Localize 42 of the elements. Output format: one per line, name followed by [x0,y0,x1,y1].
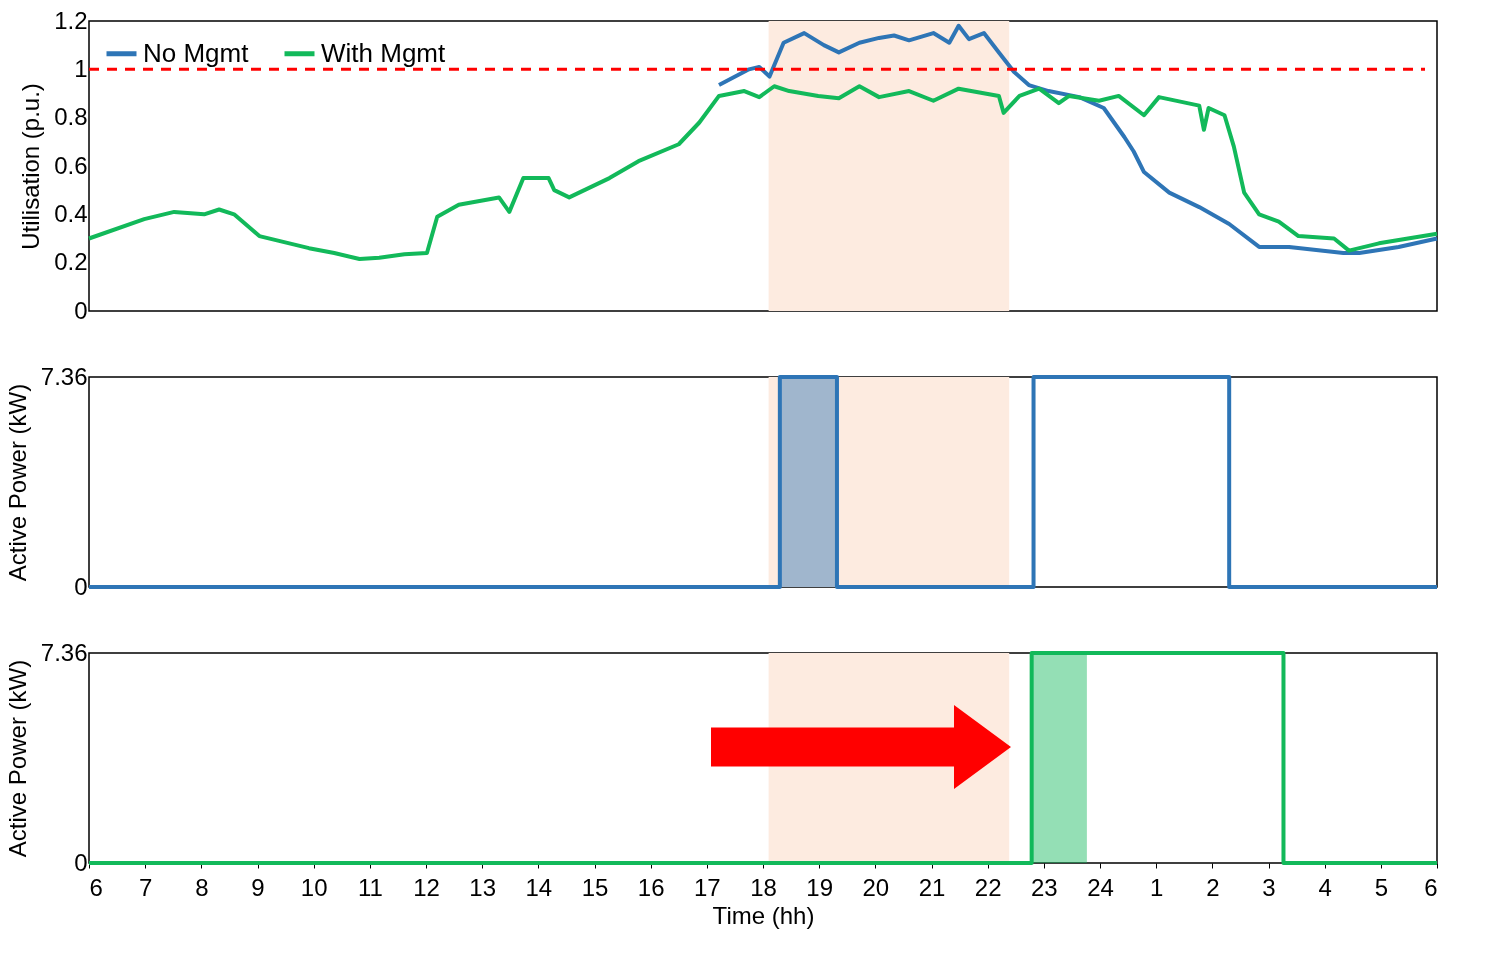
legend-label: With Mgmt [321,37,446,68]
y-tick-label: 1.2 [54,6,88,34]
x-tick-label: 10 [300,873,328,901]
x-tick-label: 6 [1424,873,1438,901]
y-tick-label: 7.36 [40,362,88,390]
x-tick-label: 6 [89,873,103,901]
x-tick-label: 1 [1149,873,1164,901]
x-tick-label: 16 [637,873,665,901]
x-tick-label: 8 [195,873,209,901]
y-axis-title: Active Power (kW) [3,659,31,858]
x-tick-label: 13 [469,873,497,901]
y-axis-title: Active Power (kW) [3,383,31,582]
x-axis-title: Time (hh) [712,901,815,929]
x-tick-label: 18 [750,873,777,901]
x-tick-label: 19 [806,873,834,901]
x-tick-label: 12 [413,873,440,901]
y-axis-title: Utilisation (p.u.) [17,83,45,250]
x-tick-label: 17 [693,873,721,901]
x-tick-label: 21 [918,873,946,901]
y-tick-label: 0 [74,572,88,600]
y-tick-label: 7.36 [40,638,88,666]
x-tick-label: 11 [357,873,383,901]
x-tick-label: 9 [251,873,265,901]
y-tick-label: 0.6 [54,151,88,179]
y-tick-label: 0.8 [54,103,88,131]
x-tick-label: 7 [138,873,153,901]
y-tick-label: 0.4 [54,199,88,227]
x-tick-label: 24 [1087,873,1114,901]
legend-label: No Mgmt [143,37,250,68]
x-tick-label: 15 [581,873,609,901]
x-tick-label: 14 [525,873,553,901]
x-tick-label: 2 [1206,873,1220,901]
x-tick-label: 20 [862,873,890,901]
x-tick-label: 4 [1318,873,1332,901]
x-tick-label: 5 [1374,873,1389,901]
y-tick-label: 0 [74,848,88,876]
y-tick-label: 0 [74,296,88,324]
x-tick-label: 22 [974,873,1002,901]
y-tick-label: 1 [74,54,88,82]
x-tick-label: 23 [1030,873,1058,901]
y-tick-label: 0.2 [54,248,88,276]
x-tick-label: 3 [1262,873,1276,901]
